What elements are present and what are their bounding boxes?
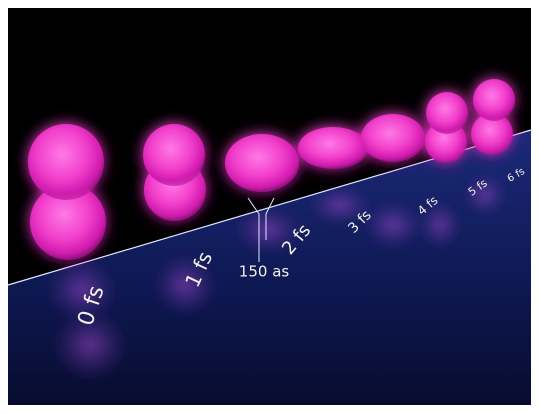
reflection — [155, 255, 215, 315]
reflection — [236, 208, 300, 252]
reflections — [48, 175, 505, 379]
interval-bracket — [247, 197, 275, 262]
floor — [8, 130, 531, 405]
reflection — [54, 311, 126, 379]
bracket-left — [247, 197, 260, 262]
bracket-right — [265, 197, 275, 240]
cloud — [225, 134, 299, 192]
cloud-lobe — [471, 113, 513, 155]
reflection — [48, 260, 116, 320]
cloud — [361, 114, 425, 162]
cloud-lobe — [143, 124, 205, 186]
cloud-lobe — [473, 79, 515, 121]
cloud-lobe — [28, 124, 104, 200]
reflection — [365, 203, 421, 247]
reflection — [420, 203, 460, 247]
cloud — [298, 127, 368, 169]
reflection — [310, 187, 370, 223]
interval-label: 150 as — [239, 263, 290, 281]
cloud-lobe — [30, 184, 106, 260]
cloud-lobe — [426, 92, 468, 134]
clouds — [28, 79, 515, 260]
reflection — [465, 175, 505, 215]
